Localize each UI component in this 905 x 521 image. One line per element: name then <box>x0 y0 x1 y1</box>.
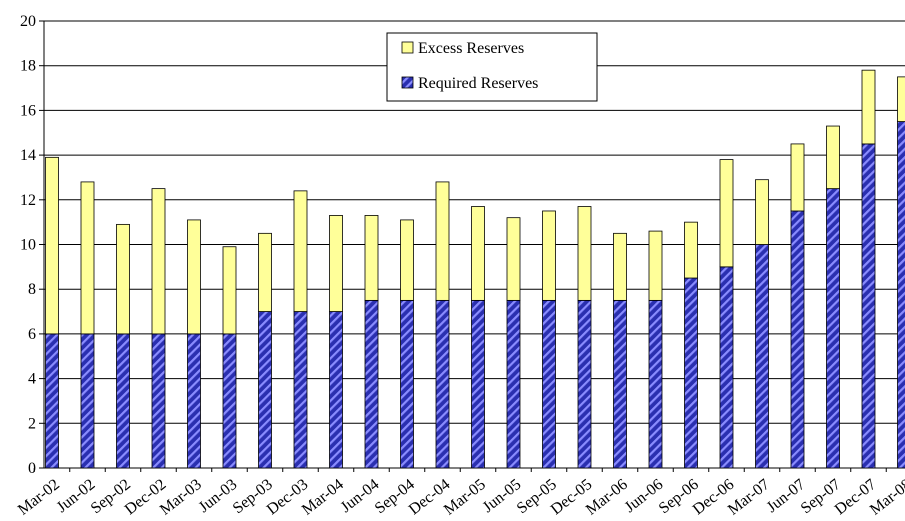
bar-required-Sep-03 <box>258 311 272 469</box>
x-tick-label: Mar-04 <box>299 476 347 519</box>
bar-excess-Jun-05 <box>506 217 521 301</box>
bar-required-Sep-02 <box>116 333 130 469</box>
bar-excess-Dec-06 <box>719 159 734 268</box>
bar-required-Dec-05 <box>577 299 592 469</box>
bar-required-Dec-06 <box>719 266 734 469</box>
bar-excess-Sep-07 <box>826 125 840 190</box>
y-tick-label: 8 <box>28 281 36 298</box>
x-tick-label: Mar-02 <box>15 476 63 519</box>
bar-required-Mar-04 <box>329 311 343 469</box>
bar-excess-Jun-02 <box>80 181 95 335</box>
y-tick-label: 16 <box>20 102 36 119</box>
bar-required-Sep-05 <box>542 299 556 469</box>
bar-excess-Jun-06 <box>648 230 663 301</box>
bar-required-Mar-03 <box>187 333 201 469</box>
bar-excess-Sep-02 <box>116 223 130 335</box>
bar-excess-Mar-08 <box>897 76 905 122</box>
y-tick-label: 18 <box>20 58 36 75</box>
bar-required-Sep-04 <box>400 299 414 469</box>
bar-excess-Dec-02 <box>151 188 166 335</box>
bar-required-Mar-07 <box>755 244 769 469</box>
y-tick-label: 10 <box>20 237 36 254</box>
bar-excess-Dec-05 <box>577 206 592 301</box>
bar-required-Sep-07 <box>826 188 840 469</box>
bar-excess-Sep-06 <box>684 221 698 279</box>
bar-required-Jun-03 <box>222 333 237 469</box>
legend-swatch-excess <box>401 41 414 54</box>
bar-excess-Mar-05 <box>471 206 485 301</box>
bar-excess-Sep-03 <box>258 232 272 312</box>
y-tick-label: 12 <box>20 192 36 209</box>
legend-box <box>386 32 598 102</box>
x-tick-label: Mar-07 <box>725 476 773 519</box>
bar-excess-Dec-04 <box>435 181 450 301</box>
bar-excess-Dec-07 <box>861 69 876 145</box>
bar-required-Jun-04 <box>364 299 379 469</box>
y-tick-label: 4 <box>28 371 36 388</box>
bar-excess-Mar-04 <box>329 215 343 312</box>
x-tick-label: Mar-06 <box>583 476 631 519</box>
bars <box>45 69 905 469</box>
bar-required-Mar-08 <box>897 121 905 469</box>
bar-excess-Dec-03 <box>293 190 308 312</box>
y-tick-label: 6 <box>28 326 36 343</box>
bar-required-Jun-05 <box>506 299 521 469</box>
legend: Excess Reserves Required Reserves <box>386 32 598 102</box>
bar-required-Jun-07 <box>790 210 805 469</box>
x-tick-label: Mar-05 <box>441 476 489 519</box>
bar-required-Mar-05 <box>471 299 485 469</box>
bar-excess-Sep-05 <box>542 210 556 301</box>
bar-required-Jun-06 <box>648 299 663 469</box>
legend-swatch-required <box>401 76 414 89</box>
y-tick-labels: 0 2 4 6 8 10 12 14 16 18 20 <box>20 13 36 477</box>
bar-excess-Sep-04 <box>400 219 414 301</box>
bar-required-Mar-06 <box>613 299 627 469</box>
bar-excess-Mar-02 <box>45 156 59 335</box>
bar-required-Dec-03 <box>293 311 308 469</box>
legend-label-required: Required Reserves <box>418 75 538 92</box>
bar-required-Dec-02 <box>151 333 166 469</box>
bar-excess-Jun-03 <box>222 246 237 335</box>
y-tick-label: 2 <box>28 415 36 432</box>
x-tick-labels: Mar-02Jun-02Sep-02Dec-02Mar-03Jun-03Sep-… <box>15 476 905 519</box>
y-tick-label: 14 <box>20 147 36 164</box>
bar-excess-Jun-07 <box>790 143 805 212</box>
bar-excess-Jun-04 <box>364 215 379 301</box>
bar-required-Mar-02 <box>45 333 59 469</box>
bar-required-Sep-06 <box>684 277 698 469</box>
y-tick-label: 0 <box>28 460 36 477</box>
bar-excess-Mar-07 <box>755 179 769 245</box>
bar-excess-Mar-03 <box>187 219 201 335</box>
bar-required-Dec-04 <box>435 299 450 469</box>
bar-required-Dec-07 <box>861 143 876 469</box>
bar-required-Jun-02 <box>80 333 95 469</box>
bar-excess-Mar-06 <box>613 232 627 301</box>
x-tick-label: Mar-03 <box>157 476 205 519</box>
legend-label-excess: Excess Reserves <box>418 40 524 57</box>
y-tick-label: 20 <box>20 13 36 30</box>
